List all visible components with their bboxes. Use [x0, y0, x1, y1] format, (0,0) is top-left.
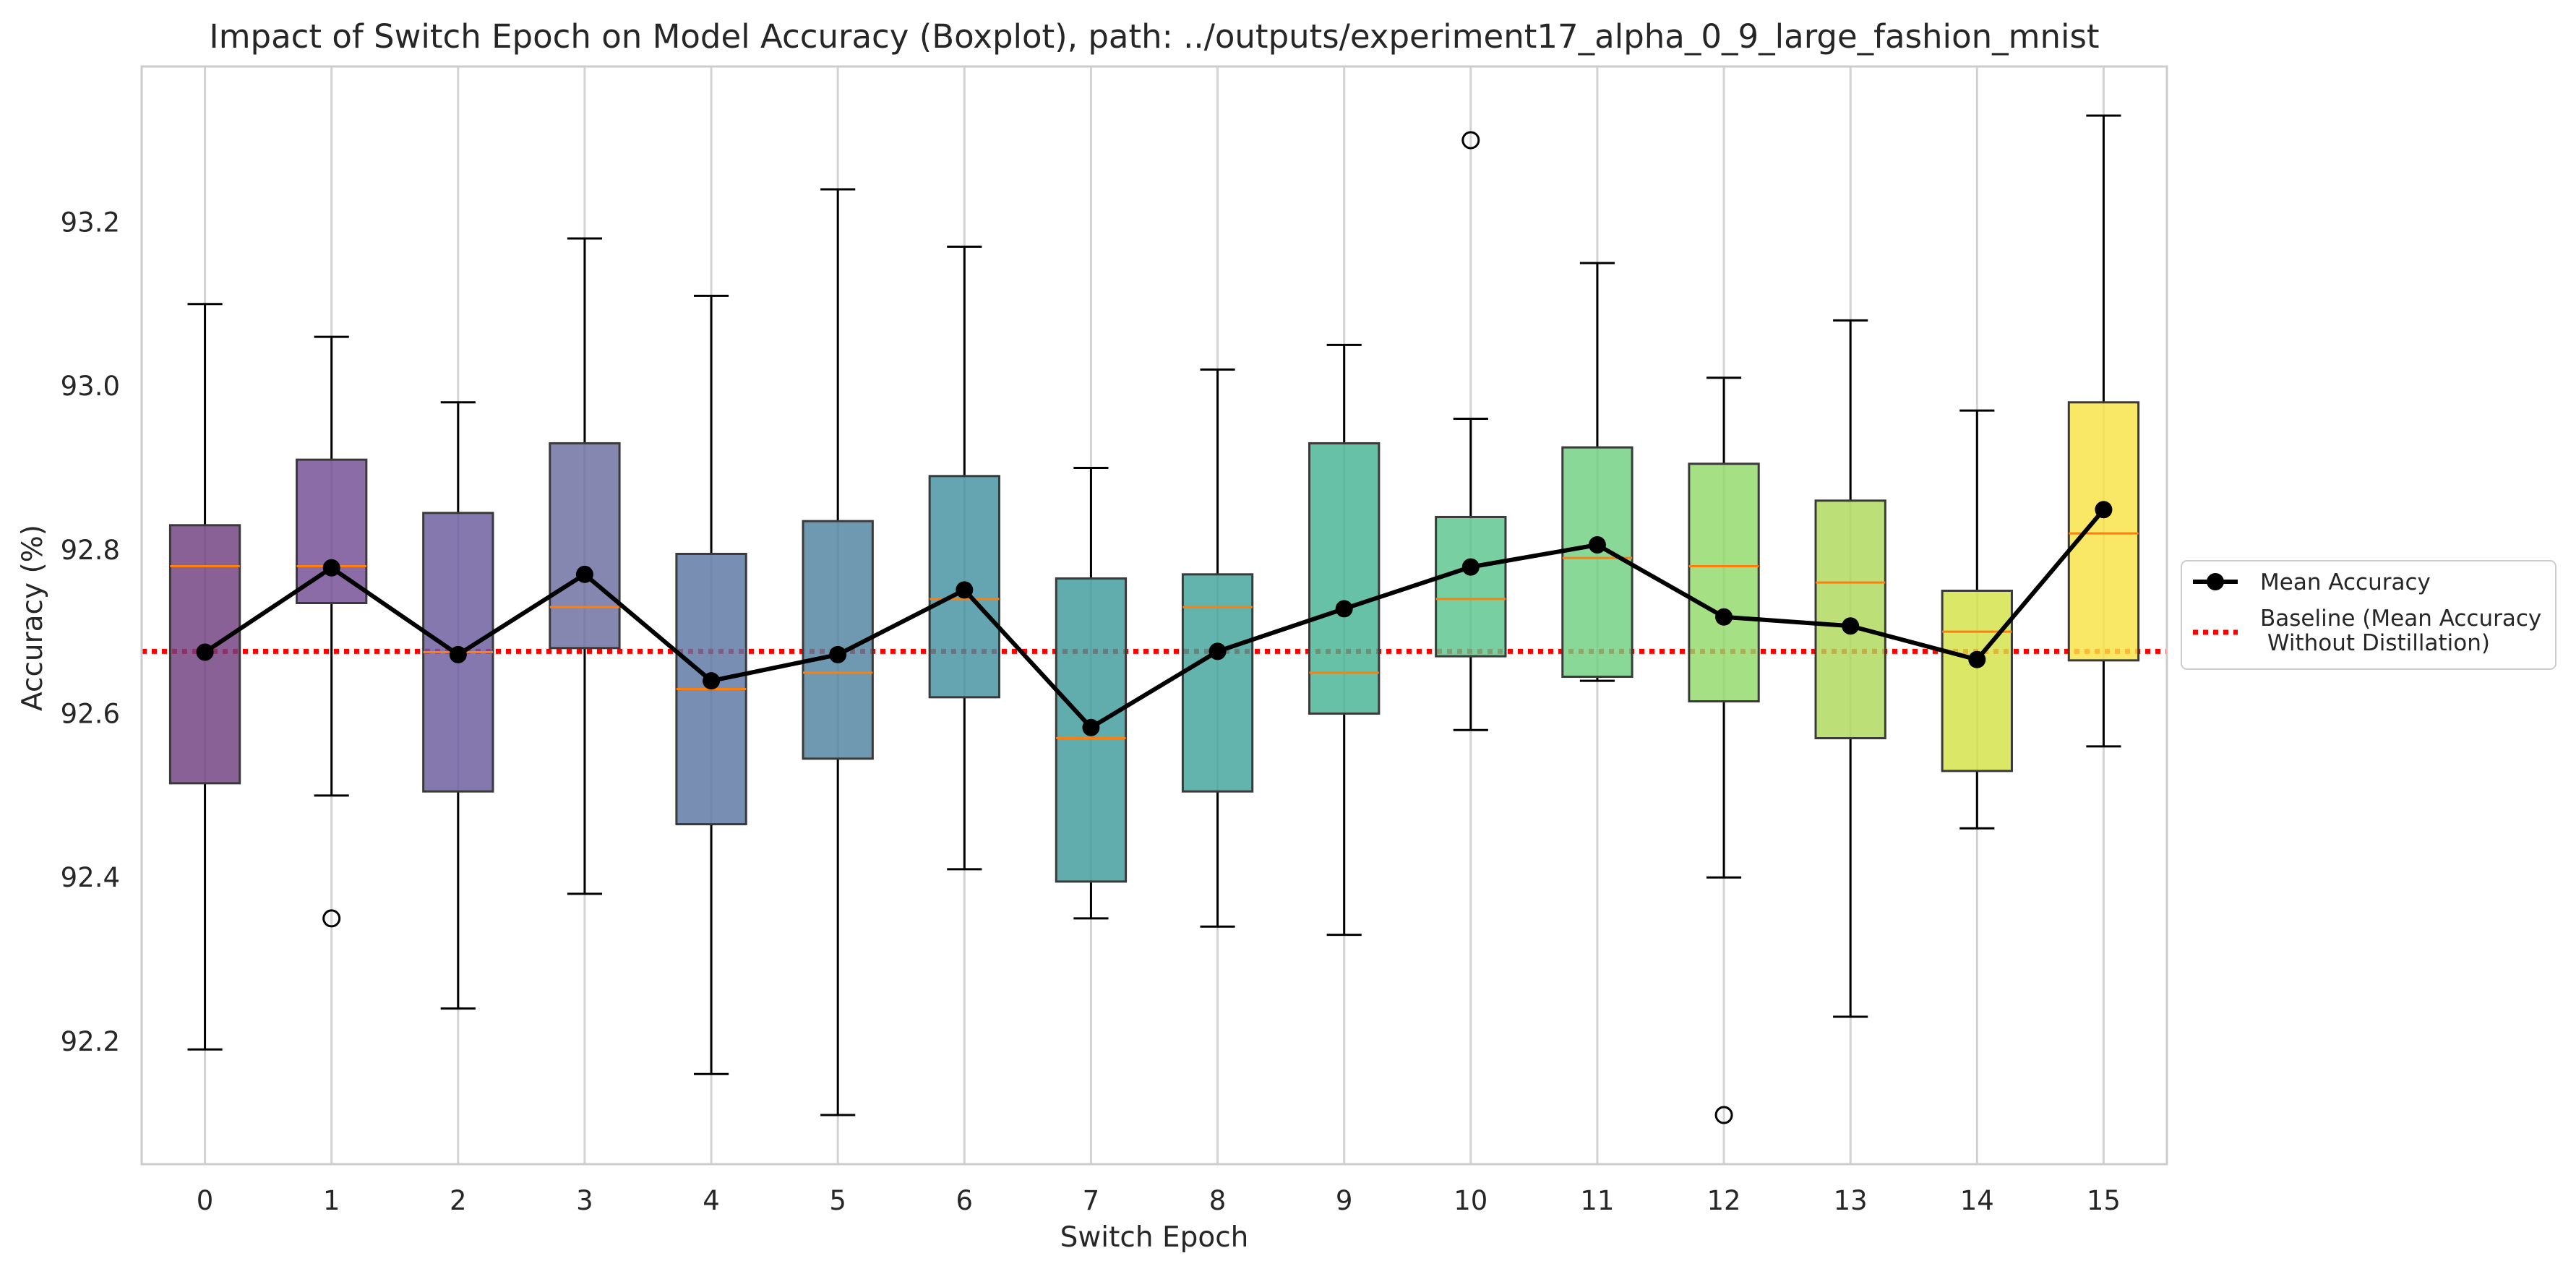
outlier-point: [1714, 1106, 1733, 1124]
mean-accuracy-point: [322, 559, 340, 577]
mean-accuracy-point: [956, 581, 974, 599]
chart-title: Impact of Switch Epoch on Model Accuracy…: [209, 17, 2099, 56]
y-tick-label: 93.0: [61, 371, 120, 402]
box: [1941, 589, 2013, 772]
x-tick-label: 12: [1707, 1185, 1741, 1216]
x-tick-label: 2: [450, 1185, 467, 1216]
mean-accuracy-point: [196, 643, 214, 661]
y-tick-label: 92.4: [61, 862, 120, 893]
box: [549, 442, 621, 650]
legend-baseline-label: Baseline (Mean Accuracy Without Distilla…: [2260, 606, 2541, 656]
mean-accuracy-point: [1461, 558, 1480, 576]
x-tick-label: 14: [1960, 1185, 1994, 1216]
x-tick-label: 1: [323, 1185, 340, 1216]
mean-accuracy-point: [829, 645, 847, 663]
mean-accuracy-layer: [196, 501, 2113, 736]
x-tick-label: 4: [703, 1185, 720, 1216]
box: [1181, 573, 1254, 793]
x-tick-label: 6: [956, 1185, 974, 1216]
x-tick-label: 5: [829, 1185, 846, 1216]
x-axis-label: Switch Epoch: [1060, 1221, 1249, 1254]
x-tick-label: 3: [576, 1185, 593, 1216]
box: [2067, 401, 2140, 662]
box: [1435, 515, 1507, 658]
outlier-point: [1461, 131, 1480, 150]
y-axis-label: Accuracy (%): [17, 525, 49, 711]
mean-accuracy-point: [2095, 501, 2113, 519]
mean-accuracy-point: [1208, 642, 1227, 660]
box: [802, 520, 874, 760]
mean-accuracy-point: [1715, 608, 1733, 626]
legend-mean-label: Mean Accuracy: [2260, 569, 2431, 595]
box: [1688, 462, 1760, 703]
legend-mean-marker: [2207, 573, 2224, 590]
box: [1308, 442, 1381, 715]
x-tick-label: 8: [1209, 1185, 1227, 1216]
y-tick-label: 92.2: [61, 1026, 120, 1057]
y-tick-label: 93.2: [61, 207, 120, 238]
y-tick-label: 92.6: [61, 699, 120, 730]
outlier-point: [322, 909, 341, 928]
mean-accuracy-point: [1842, 617, 1860, 635]
x-tick-label: 15: [2087, 1185, 2121, 1216]
x-tick-label: 13: [1834, 1185, 1868, 1216]
y-tick-label: 92.8: [61, 535, 120, 566]
x-tick-label: 11: [1580, 1185, 1614, 1216]
mean-accuracy-point: [1082, 718, 1100, 736]
mean-accuracy-point: [449, 645, 467, 663]
x-tick-label: 10: [1454, 1185, 1487, 1216]
box: [1561, 446, 1633, 679]
mean-accuracy-point: [703, 672, 721, 690]
boxes: [168, 114, 2140, 1124]
box: [296, 458, 368, 604]
legend-box: [2181, 560, 2556, 670]
x-tick-label: 7: [1083, 1185, 1100, 1216]
mean-accuracy-point: [1335, 600, 1353, 618]
mean-accuracy-line: [203, 508, 2105, 730]
mean-accuracy-point: [1968, 650, 1986, 668]
legend-baseline-label-line: Baseline (Mean Accuracy: [2260, 606, 2541, 632]
mean-accuracy-point: [575, 565, 593, 583]
x-tick-label: 9: [1336, 1185, 1353, 1216]
plot-frame: [140, 65, 2168, 1166]
legend-baseline-label-line: Without Distillation): [2260, 630, 2490, 656]
axis-ticks: 0 1 2 3 4 5 6 7 8 9 10 11 12 13 14 1592.292.492.692.893…: [61, 207, 2121, 1216]
mean-accuracy-point: [1588, 536, 1606, 554]
x-tick-label: 0: [197, 1185, 214, 1216]
legend: Mean Accuracy Baseline (Mean Accuracy Wi…: [2181, 560, 2556, 670]
